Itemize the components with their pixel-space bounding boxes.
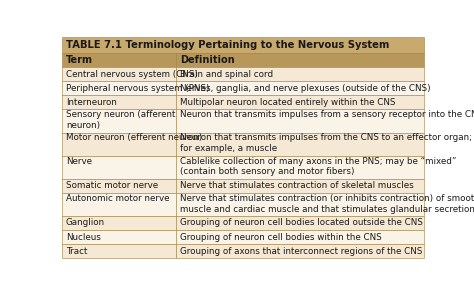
Bar <box>176 244 424 258</box>
Text: Somatic motor nerve: Somatic motor nerve <box>66 181 158 190</box>
Bar <box>62 110 176 133</box>
Text: Ganglion: Ganglion <box>66 218 105 227</box>
Bar <box>62 179 176 193</box>
Text: Nucleus: Nucleus <box>66 232 101 241</box>
Bar <box>62 53 176 67</box>
Bar <box>62 244 176 258</box>
Bar <box>62 67 176 81</box>
Bar <box>176 193 424 216</box>
Bar <box>62 193 176 216</box>
Bar <box>176 110 424 133</box>
Text: Grouping of neuron cell bodies within the CNS: Grouping of neuron cell bodies within th… <box>180 232 382 241</box>
Bar <box>176 67 424 81</box>
Bar <box>176 230 424 244</box>
Bar <box>62 81 176 95</box>
Text: Cablelike collection of many axons in the PNS; may be “mixed”
(contain both sens: Cablelike collection of many axons in th… <box>180 157 456 176</box>
Text: Grouping of neuron cell bodies located outside the CNS: Grouping of neuron cell bodies located o… <box>180 218 423 227</box>
Text: Neuron that transmits impulses from a sensory receptor into the CNS: Neuron that transmits impulses from a se… <box>180 110 474 119</box>
Text: Nerves, ganglia, and nerve plexuses (outside of the CNS): Nerves, ganglia, and nerve plexuses (out… <box>180 84 430 93</box>
Text: Term: Term <box>66 55 93 65</box>
Text: Central nervous system (CNS): Central nervous system (CNS) <box>66 70 198 79</box>
Text: Sensory neuron (afferent
neuron): Sensory neuron (afferent neuron) <box>66 110 175 130</box>
Bar <box>62 133 176 156</box>
Bar <box>176 81 424 95</box>
Bar <box>176 216 424 230</box>
Text: Definition: Definition <box>180 55 234 65</box>
Text: Motor neuron (efferent neuron): Motor neuron (efferent neuron) <box>66 133 202 142</box>
Text: Interneuron: Interneuron <box>66 98 117 107</box>
Bar <box>62 216 176 230</box>
Text: Peripheral nervous system (PNS): Peripheral nervous system (PNS) <box>66 84 210 93</box>
Text: Multipolar neuron located entirely within the CNS: Multipolar neuron located entirely withi… <box>180 98 395 107</box>
Text: Autonomic motor nerve: Autonomic motor nerve <box>66 194 169 203</box>
Bar <box>176 53 424 67</box>
Bar <box>176 179 424 193</box>
Bar <box>62 95 176 110</box>
Bar <box>176 133 424 156</box>
Bar <box>62 156 176 179</box>
Bar <box>62 230 176 244</box>
Text: Tract: Tract <box>66 246 87 256</box>
Text: Nerve: Nerve <box>66 157 92 166</box>
Text: Neuron that transmits impulses from the CNS to an effector organ;
for example, a: Neuron that transmits impulses from the … <box>180 133 472 153</box>
Text: Nerve that stimulates contraction (or inhibits contraction) of smooth
muscle and: Nerve that stimulates contraction (or in… <box>180 194 474 213</box>
Text: TABLE 7.1 Terminology Pertaining to the Nervous System: TABLE 7.1 Terminology Pertaining to the … <box>66 40 389 50</box>
Bar <box>62 37 424 53</box>
Text: Grouping of axons that interconnect regions of the CNS: Grouping of axons that interconnect regi… <box>180 246 422 256</box>
Bar <box>176 156 424 179</box>
Text: Brain and spinal cord: Brain and spinal cord <box>180 70 273 79</box>
Text: Nerve that stimulates contraction of skeletal muscles: Nerve that stimulates contraction of ske… <box>180 181 413 190</box>
Bar <box>176 95 424 110</box>
